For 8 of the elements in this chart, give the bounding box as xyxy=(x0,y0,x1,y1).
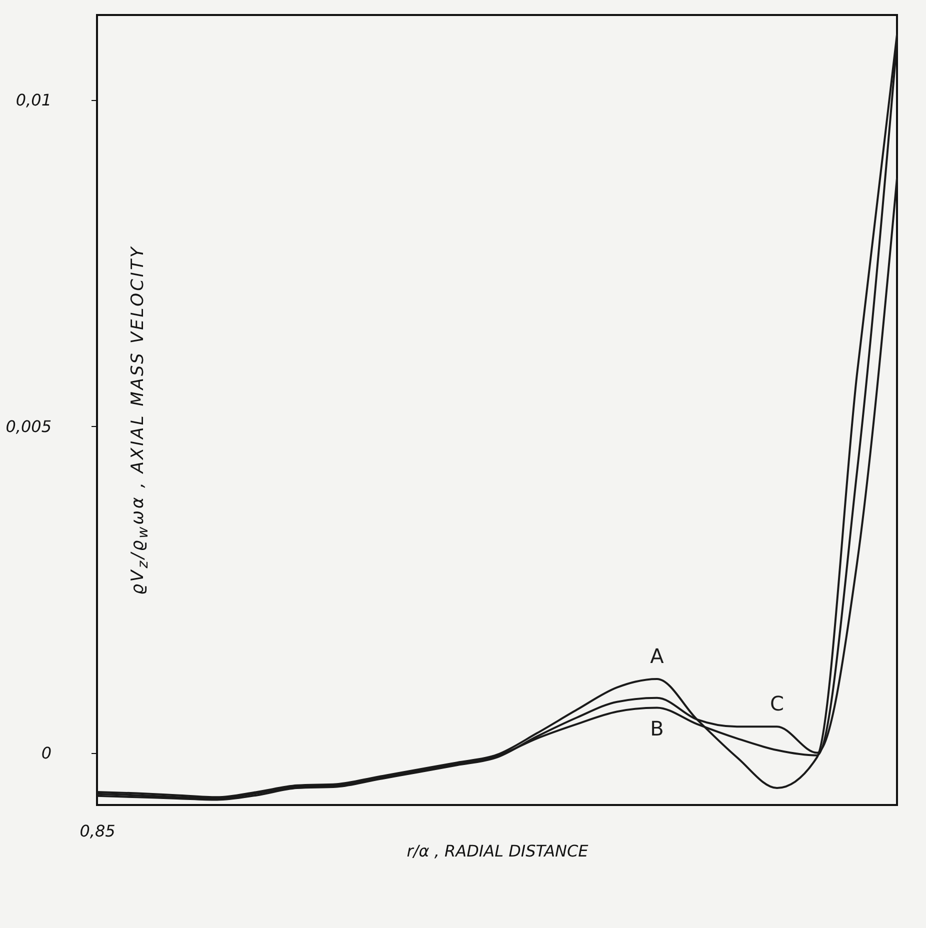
series-label: B xyxy=(650,716,664,741)
series-label: C xyxy=(770,692,784,716)
y-tick-label: 0 xyxy=(41,743,52,762)
y-tick-label: 0,01 xyxy=(16,90,52,110)
y-tick-label: 0,005 xyxy=(6,416,52,436)
series-label: A xyxy=(650,644,664,668)
x-axis-title: r/α , RADIAL DISTANCE xyxy=(406,842,590,860)
x-tick-label: 0,85 xyxy=(80,822,116,840)
